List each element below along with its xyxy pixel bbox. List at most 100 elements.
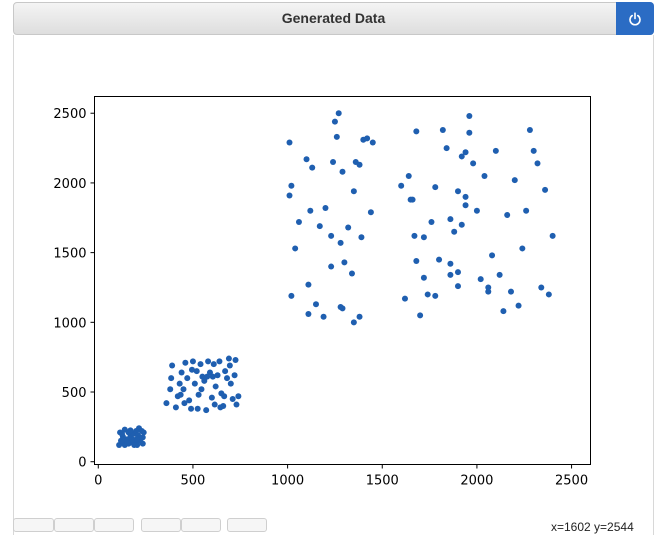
data-point — [307, 207, 314, 214]
y-tick-label: 1000 — [53, 316, 86, 331]
data-point — [500, 308, 507, 315]
data-point — [225, 355, 232, 362]
data-point — [420, 274, 427, 281]
back-button[interactable] — [54, 518, 94, 532]
data-point — [124, 439, 131, 446]
data-point — [489, 252, 496, 259]
save-button[interactable] — [227, 518, 267, 532]
data-point — [333, 133, 340, 140]
data-point — [350, 188, 357, 195]
data-point — [203, 407, 210, 414]
data-point — [462, 202, 469, 209]
data-point — [286, 139, 293, 146]
data-point — [337, 303, 344, 310]
data-point — [369, 139, 376, 146]
window-title: Generated Data — [281, 10, 386, 26]
data-point — [523, 207, 530, 214]
data-point — [217, 404, 224, 411]
x-tick-label: 2500 — [555, 474, 588, 489]
data-point — [316, 223, 323, 230]
data-point — [485, 284, 492, 291]
data-point — [312, 301, 319, 308]
data-point — [127, 427, 134, 434]
data-point — [401, 295, 408, 302]
data-point — [504, 211, 511, 218]
y-tick-label: 2000 — [53, 177, 86, 192]
data-point — [454, 188, 461, 195]
x-tick-label: 0 — [94, 474, 102, 489]
data-point — [138, 428, 145, 435]
data-point — [224, 375, 231, 382]
data-point — [180, 386, 187, 393]
data-point — [545, 291, 552, 298]
data-point — [198, 386, 205, 393]
power-button[interactable] — [616, 2, 654, 35]
x-tick-label: 500 — [181, 474, 206, 489]
data-point — [331, 118, 338, 125]
forward-button[interactable] — [94, 518, 134, 532]
zoom-button[interactable] — [181, 518, 221, 532]
data-point — [549, 232, 556, 239]
window-titlebar: Generated Data — [13, 2, 654, 35]
data-point — [182, 359, 189, 366]
x-tick-label: 2000 — [460, 474, 493, 489]
data-point — [330, 159, 337, 166]
data-point — [398, 182, 405, 189]
data-point — [443, 145, 450, 152]
data-point — [447, 260, 454, 267]
home-button[interactable] — [13, 518, 54, 532]
figure-canvas-frame — [13, 35, 654, 535]
data-point — [189, 358, 196, 365]
data-point — [439, 126, 446, 133]
data-point — [184, 375, 191, 382]
pan-button[interactable] — [141, 518, 181, 532]
data-point — [208, 394, 215, 401]
data-point — [367, 209, 374, 216]
power-icon — [629, 11, 641, 26]
data-point — [309, 164, 316, 171]
data-point — [214, 372, 221, 379]
data-point — [454, 269, 461, 276]
data-point — [209, 373, 216, 380]
data-point — [411, 232, 418, 239]
data-point — [210, 361, 217, 368]
data-point — [405, 172, 412, 179]
data-point — [186, 397, 193, 404]
data-point — [288, 292, 295, 299]
data-point — [328, 232, 335, 239]
data-point — [424, 291, 431, 298]
y-tick-label: 0 — [78, 456, 86, 471]
data-point — [454, 283, 461, 290]
data-point — [227, 380, 234, 387]
data-point — [286, 192, 293, 199]
data-point — [462, 193, 469, 200]
data-point — [118, 430, 125, 437]
data-point — [169, 362, 176, 369]
data-point — [466, 129, 473, 136]
data-point — [447, 216, 454, 223]
data-point — [341, 259, 348, 266]
data-point — [193, 368, 200, 375]
data-point — [470, 160, 477, 167]
data-point — [534, 160, 541, 167]
data-point — [526, 126, 533, 133]
data-point — [409, 196, 416, 203]
data-point — [462, 149, 469, 156]
data-point — [466, 113, 473, 120]
data-point — [288, 182, 295, 189]
data-point — [216, 358, 223, 365]
data-point — [515, 302, 522, 309]
data-point — [530, 147, 537, 154]
data-point — [458, 221, 465, 228]
data-point — [303, 156, 310, 163]
data-point — [413, 257, 420, 264]
data-point — [428, 218, 435, 225]
data-point — [292, 245, 299, 252]
data-point — [538, 284, 545, 291]
data-point — [222, 368, 229, 375]
data-point — [339, 168, 346, 175]
data-point — [458, 153, 465, 160]
data-point — [542, 186, 549, 193]
data-point — [212, 383, 219, 390]
